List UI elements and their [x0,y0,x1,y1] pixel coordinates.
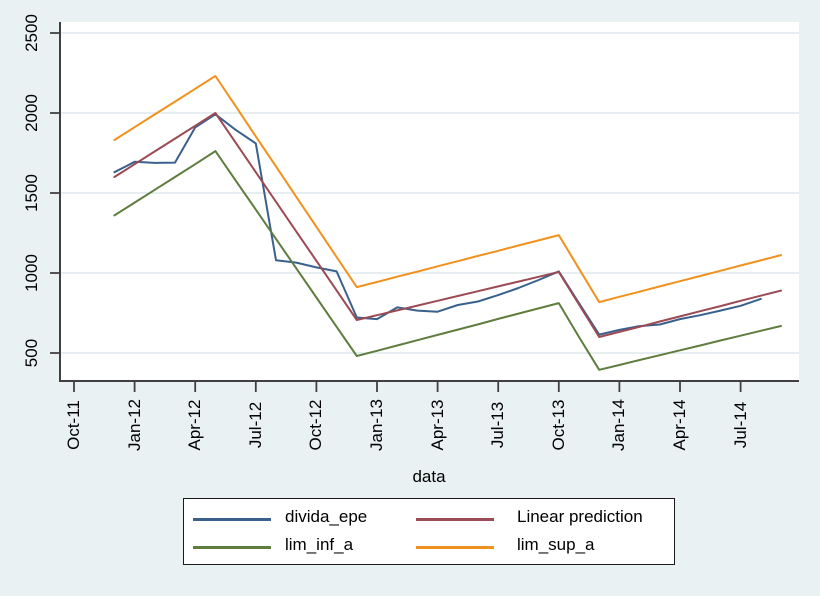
y-tick-label: 1000 [22,254,41,292]
x-tick-label: Jul-14 [730,401,750,449]
series-line-divida-epe [113,113,762,336]
legend-line-swatch [193,546,271,549]
x-tick-label: Jan-13 [367,399,386,451]
x-tick-label: Oct-11 [64,400,83,450]
y-tick-label: 2500 [22,14,41,52]
legend-line-swatch [193,518,271,521]
legend: divida_epe Linear prediction lim_inf_a l… [183,498,675,565]
legend-entry-label: lim_sup_a [517,535,595,554]
x-tick-label: Oct-13 [548,399,568,451]
x-tick-label: Jul-12 [245,401,265,449]
x-tick-label: Jan-14 [609,399,629,451]
y-tick-label: 500 [22,338,41,368]
x-axis-title: data [412,467,446,486]
y-tick-label: 2000 [22,94,41,132]
series-line-lim-inf-a [113,150,782,371]
legend-line-swatch [416,546,494,549]
legend-entry-label: Linear prediction [517,507,643,526]
x-tick-label: Jul-13 [488,401,508,449]
x-tick-label: Apr-12 [185,399,205,451]
legend-entry-label: lim_inf_a [285,535,354,554]
plot-background [60,22,799,381]
legend-line-swatch [416,518,494,521]
series-line-lim-sup-a [113,75,782,304]
x-tick-label: Jan-12 [124,399,144,451]
legend-entry-label: divida_epe [285,507,368,526]
x-tick-label: Oct-12 [306,399,326,451]
x-tick-label: Apr-14 [670,399,689,451]
series-line-linear-prediction [113,112,782,338]
x-tick-label: Apr-13 [427,399,447,451]
y-tick-label: 1500 [22,174,41,212]
